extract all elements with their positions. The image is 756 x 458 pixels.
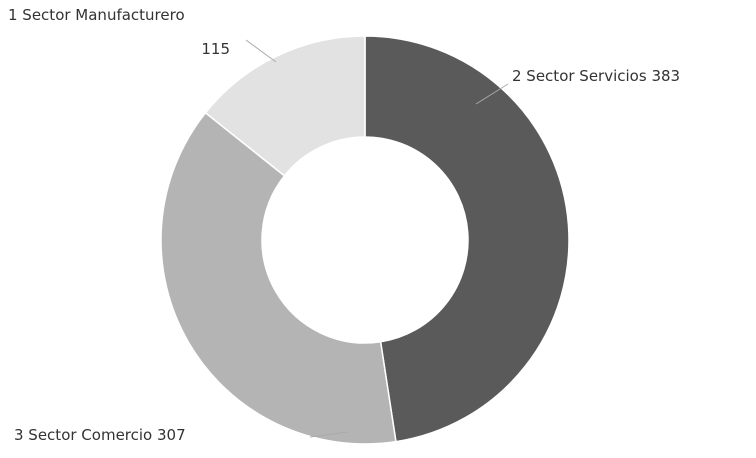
- label-category: 2 Sector Servicios: [512, 67, 647, 85]
- leader-line: [475, 83, 509, 105]
- donut-slice: [364, 35, 570, 443]
- data-label: 3 Sector Comercio 307: [14, 426, 186, 444]
- label-category: 3 Sector Comercio: [14, 426, 152, 444]
- label-value: 115: [201, 40, 230, 58]
- label-category: 1 Sector Manufacturero: [8, 6, 185, 24]
- leader-line: [245, 39, 277, 63]
- label-value: 383: [651, 67, 680, 85]
- leader-line: [309, 431, 349, 438]
- data-label: 1 Sector Manufacturero: [8, 6, 185, 24]
- label-value: 307: [157, 426, 186, 444]
- data-label: 115: [201, 40, 230, 58]
- donut-slice: [204, 35, 366, 177]
- donut-slice: [160, 111, 397, 445]
- data-label: 2 Sector Servicios 383: [512, 67, 680, 85]
